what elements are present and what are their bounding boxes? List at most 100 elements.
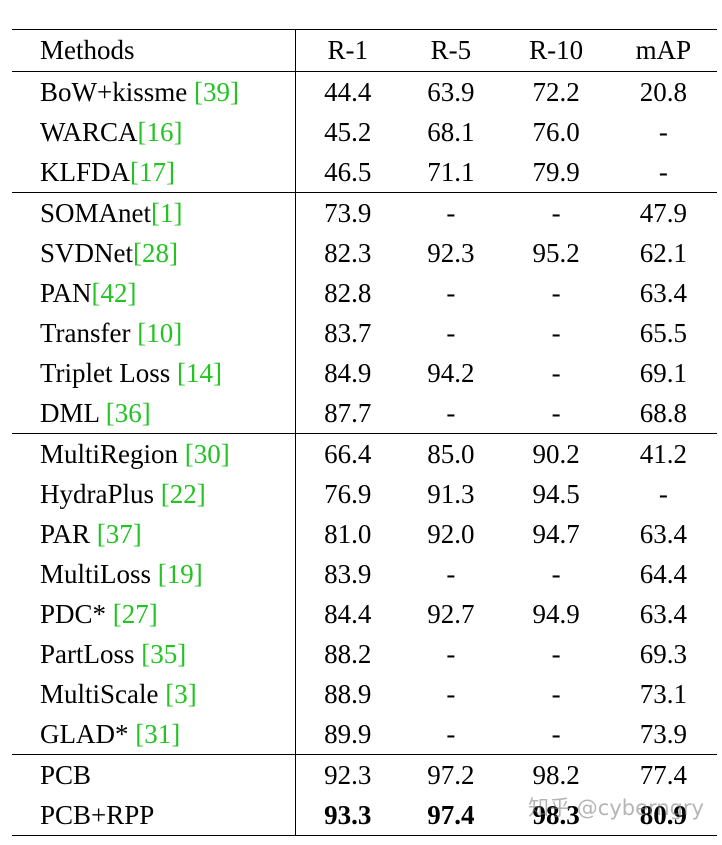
r1-value: 93.3 <box>295 795 400 836</box>
table-row: MultiScale [3] 88.9 - - 73.1 <box>12 674 717 714</box>
r1-value: 84.9 <box>324 358 372 388</box>
method-cell: DML [36] <box>12 393 297 434</box>
method-cell: PAR [37] <box>12 514 297 554</box>
r10-value: 76.0 <box>532 117 580 147</box>
header-methods: Methods <box>12 29 297 72</box>
table-row: DML [36] 87.7 - - 68.8 <box>12 393 717 434</box>
r1-value: 44.4 <box>324 77 372 107</box>
method-cell: KLFDA[17] <box>12 152 297 193</box>
citation-link[interactable]: [16] <box>137 117 183 147</box>
table-row: SOMAnet[1] 73.9- -47.9 <box>12 192 717 233</box>
r1-value: 92.3 <box>295 754 400 795</box>
table-row: PAR [37] 81.0 92.0 94.7 63.4 <box>12 514 717 554</box>
method-cell: PCB+RPP <box>12 795 297 836</box>
r5-value: 92.0 <box>427 519 475 549</box>
citation-link[interactable]: [31] <box>135 719 181 749</box>
header-r5: R-5 <box>399 29 503 72</box>
map-value: 80.9 <box>609 795 717 836</box>
citation-link[interactable]: [14] <box>177 358 223 388</box>
citation-number: 19 <box>166 559 194 589</box>
r10-value: - <box>551 318 561 348</box>
map-value: - <box>658 479 668 509</box>
method-name: PCB+RPP <box>40 800 155 830</box>
citation-link[interactable]: [10] <box>137 318 183 348</box>
table-row: SVDNet[28] 82.3 92.3 95.2 62.1 <box>12 233 717 273</box>
r5-value: - <box>446 719 456 749</box>
r1-value: 81.0 <box>324 519 372 549</box>
citation-number: 28 <box>142 238 169 268</box>
citation-link[interactable]: [42] <box>91 278 137 308</box>
method-name: MultiScale <box>40 679 166 709</box>
citation-link[interactable]: [39] <box>193 77 239 107</box>
method-name: KLFDA <box>40 157 131 187</box>
table-row: Transfer [10] 83.7 - - 65.5 <box>12 313 717 353</box>
map-value: - <box>658 157 668 187</box>
r1-value: 83.7 <box>324 318 372 348</box>
citation-link[interactable]: [1] <box>151 198 183 228</box>
map-value: 41.2 <box>609 433 717 474</box>
r10-value: - <box>551 358 561 388</box>
r10-value: - <box>551 559 561 589</box>
method-name: PartLoss <box>40 639 142 669</box>
method-name: BoW+kissme <box>40 77 194 107</box>
citation-link[interactable]: [19] <box>157 559 203 589</box>
r10-value: 95.2 <box>532 238 580 268</box>
table-row: PCB+RPP 93.3 97.4 98.3 80.9 <box>12 795 717 836</box>
citation-number: 17 <box>139 157 167 187</box>
citation-link[interactable]: [37] <box>96 519 142 549</box>
method-name: MultiLoss <box>40 559 158 589</box>
map-value: 73.9 <box>639 719 687 749</box>
r10-value: 90.2 <box>502 433 610 474</box>
map-value: 69.3 <box>639 639 687 669</box>
method-name: HydraPlus <box>40 479 161 509</box>
r1-value: 82.8 <box>324 278 372 308</box>
method-cell: PartLoss [35] <box>12 634 297 674</box>
map-value: 63.4 <box>639 278 687 308</box>
r10-value: 94.5 <box>532 479 580 509</box>
r1-value: 87.7 <box>324 398 372 428</box>
citation-link[interactable]: [30] <box>184 439 230 469</box>
r10-value: - <box>551 719 561 749</box>
map-value: 47.9 <box>609 192 717 233</box>
r5-value: 94.2 <box>427 358 475 388</box>
method-name: PCB <box>40 760 92 790</box>
r10-value: 94.7 <box>532 519 580 549</box>
method-name: Transfer <box>40 318 138 348</box>
table-body: BoW+kissme [39] 44.4 63.9 72.2 20.8 WARCA[16]… <box>12 71 717 836</box>
r5-value: - <box>446 398 456 428</box>
method-name: PDC* <box>40 599 113 629</box>
citation-link[interactable]: [22] <box>160 479 206 509</box>
citation-link[interactable]: [17] <box>130 157 176 187</box>
method-cell: PDC* [27] <box>12 594 297 634</box>
citation-number: 14 <box>186 358 214 388</box>
table-row: PartLoss [35] 88.2 - - 69.3 <box>12 634 717 674</box>
results-table: Methods R-1 R-5 R-10 mAP BoW+kissme [39]… <box>12 29 717 836</box>
citation-number: 39 <box>202 77 230 107</box>
citation-number: 31 <box>144 719 172 749</box>
citation-link[interactable]: [3] <box>165 679 197 709</box>
table-row: HydraPlus [22] 76.9 91.3 94.5 - <box>12 474 717 514</box>
map-value: 64.4 <box>639 559 687 589</box>
r10-value: - <box>551 679 561 709</box>
map-value: 73.1 <box>639 679 687 709</box>
citation-link[interactable]: [28] <box>133 238 178 268</box>
method-cell: SVDNet[28] <box>12 233 297 273</box>
citation-link[interactable]: [27] <box>112 599 158 629</box>
r1-value: 89.9 <box>324 719 372 749</box>
map-value: 69.1 <box>639 358 687 388</box>
citation-link[interactable]: [36] <box>105 398 151 428</box>
r5-value: 92.7 <box>427 599 475 629</box>
citation-number: 30 <box>193 439 221 469</box>
method-cell: WARCA[16] <box>12 112 297 152</box>
method-cell: HydraPlus [22] <box>12 474 297 514</box>
method-name: PAN <box>40 278 92 308</box>
citation-number: 3 <box>174 679 188 709</box>
r5-value: 71.1 <box>427 157 475 187</box>
method-cell: GLAD* [31] <box>12 714 297 755</box>
table-row: PDC* [27] 84.4 92.7 94.9 63.4 <box>12 594 717 634</box>
header-map: mAP <box>609 29 717 72</box>
r1-value: 45.2 <box>324 117 372 147</box>
citation-link[interactable]: [35] <box>141 639 187 669</box>
r1-value: 76.9 <box>324 479 372 509</box>
method-name: MultiRegion <box>40 439 185 469</box>
